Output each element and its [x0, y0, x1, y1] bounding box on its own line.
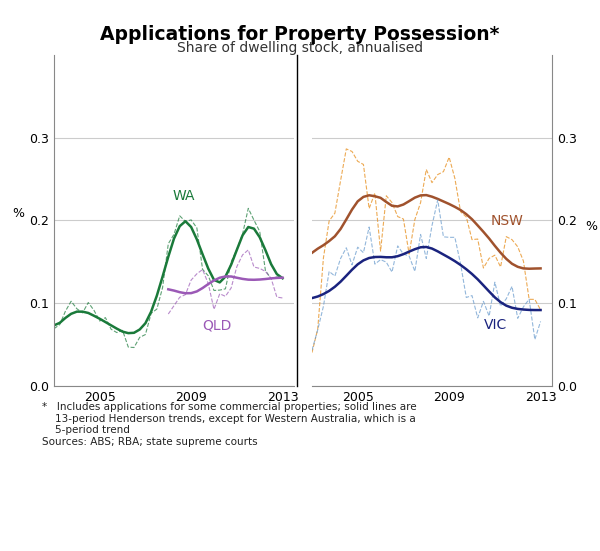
Y-axis label: %: %: [585, 220, 597, 234]
Text: Applications for Property Possession*: Applications for Property Possession*: [100, 25, 500, 44]
Text: VIC: VIC: [484, 318, 506, 332]
Text: NSW: NSW: [490, 214, 523, 228]
Text: Share of dwelling stock, annualised: Share of dwelling stock, annualised: [177, 41, 423, 55]
Y-axis label: %: %: [12, 207, 24, 220]
Text: WA: WA: [173, 189, 196, 203]
Text: QLD: QLD: [203, 318, 232, 332]
Text: *   Includes applications for some commercial properties; solid lines are
    13: * Includes applications for some commerc…: [42, 402, 416, 447]
